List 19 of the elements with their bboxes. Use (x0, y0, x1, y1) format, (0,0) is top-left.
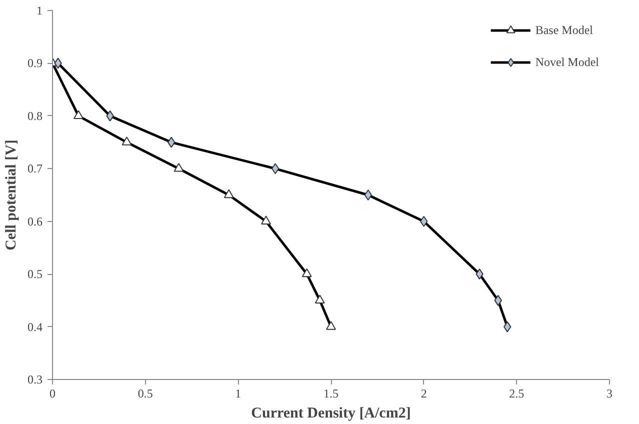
y-tick-label: 0.7 (28, 162, 42, 176)
y-tick-label: 0.9 (28, 56, 42, 70)
legend-label: Base Model (535, 22, 593, 38)
y-tick-label: 1 (36, 4, 42, 18)
x-tick-label: 2 (420, 386, 427, 400)
x-axis-title: Current Density [A/cm2] (251, 406, 411, 422)
legend-label: Novel Model (535, 54, 599, 70)
y-tick-label: 0.6 (28, 214, 42, 228)
y-tick-label: 0.4 (28, 320, 42, 334)
x-tick-label: 1 (235, 386, 242, 400)
y-tick-label: 0.5 (28, 267, 42, 282)
y-tick-label: 0.8 (28, 108, 42, 123)
x-tick-label: 0 (50, 386, 56, 400)
y-axis-title: Cell potential [V] (4, 140, 20, 250)
x-tick-label: 2.5 (509, 386, 524, 400)
y-tick-label: 0.3 (28, 372, 42, 386)
x-tick-label: 1.5 (324, 386, 338, 400)
x-tick-label: 3 (606, 386, 612, 400)
x-tick-label: 0.5 (138, 386, 153, 400)
